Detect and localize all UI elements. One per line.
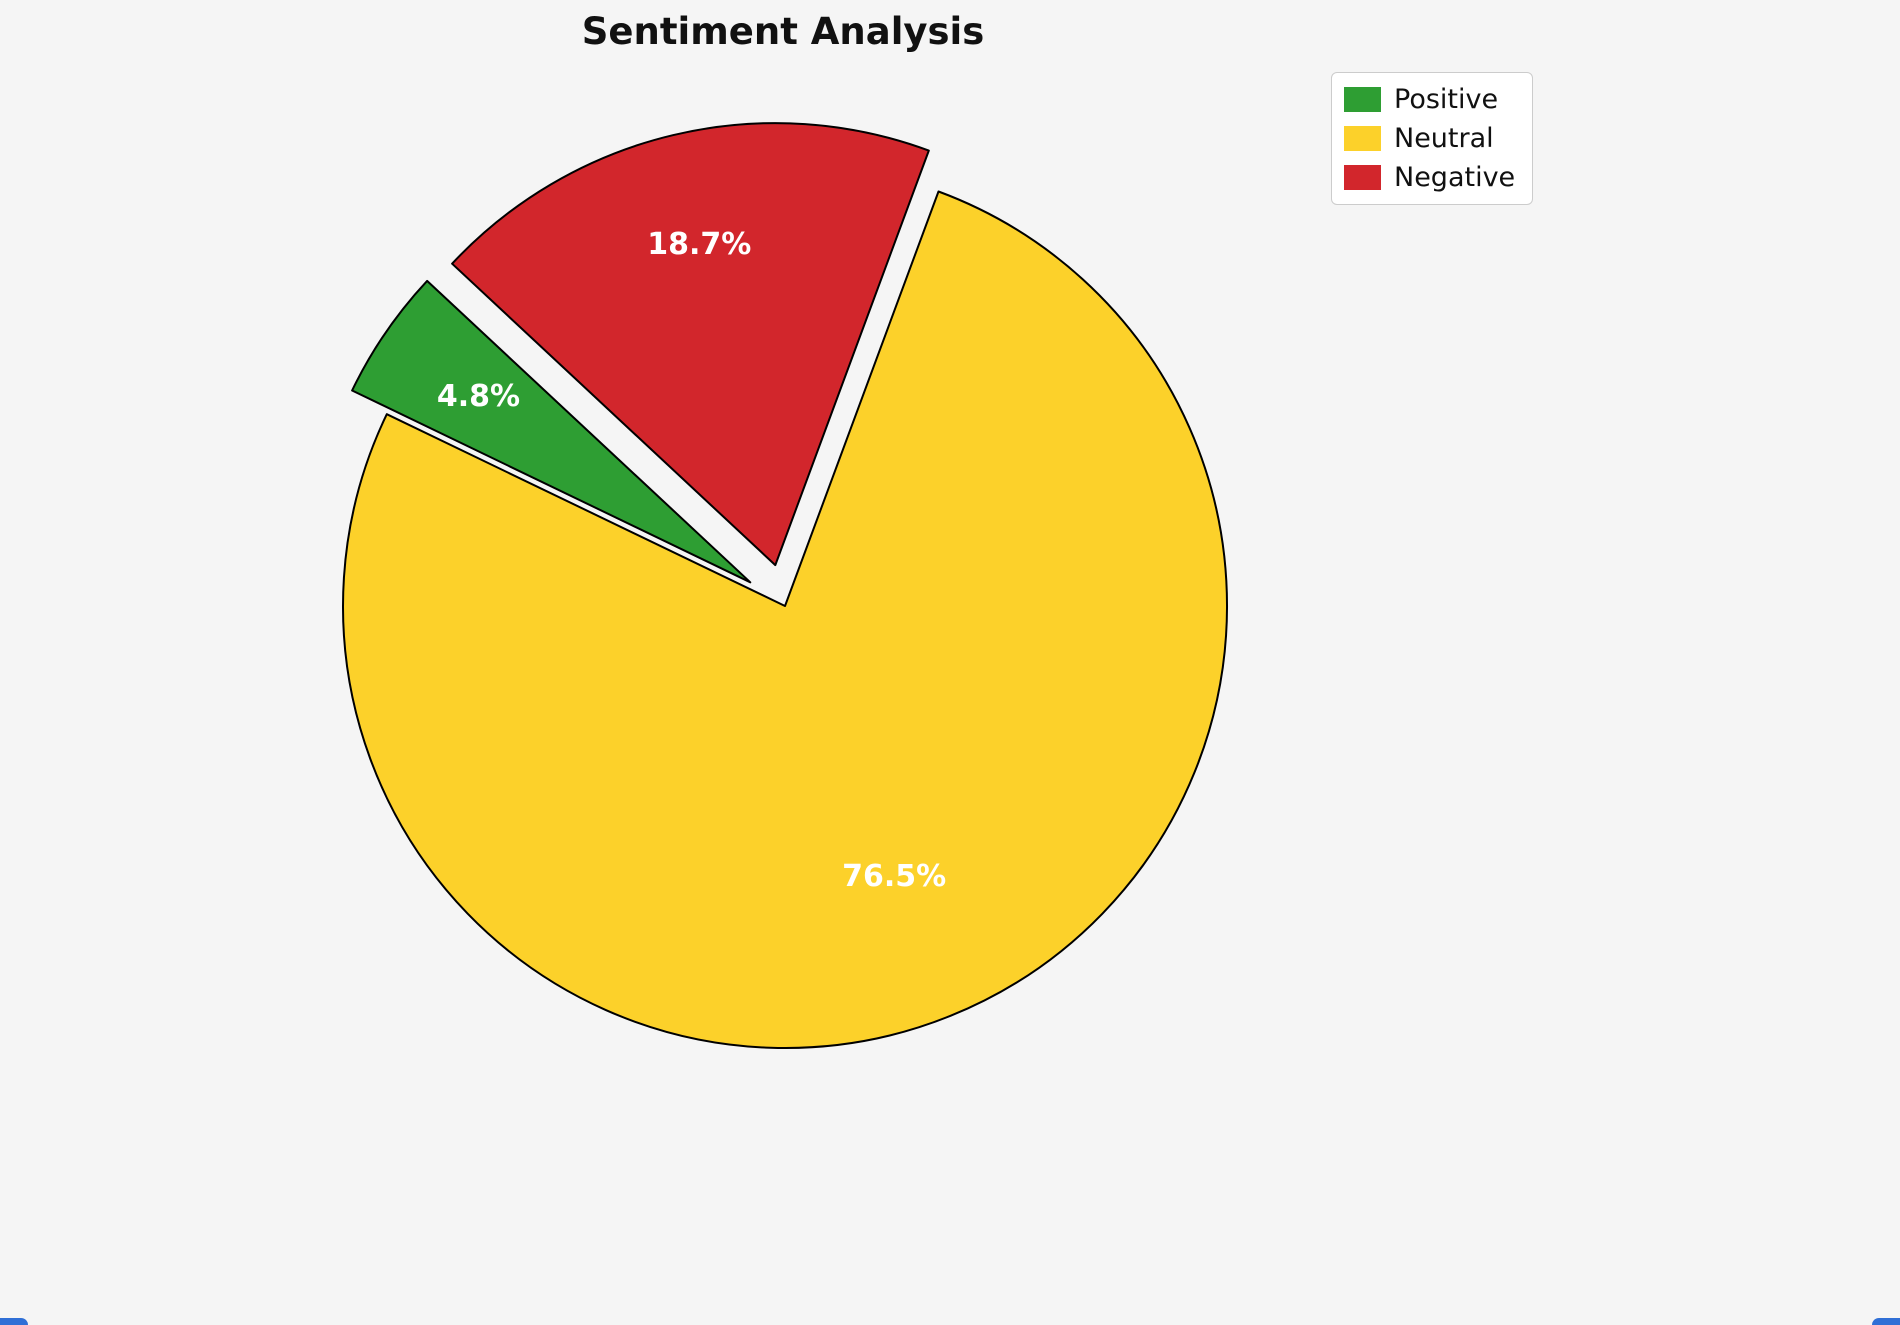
pie-slice-label-negative: 18.7%: [647, 227, 751, 262]
legend-swatch-neutral: [1344, 126, 1381, 151]
legend-item-positive: Positive: [1344, 83, 1520, 116]
pie-slice-label-positive: 4.8%: [437, 379, 520, 414]
legend-item-negative: Negative: [1344, 161, 1520, 194]
pie-slice-positive: [351, 279, 752, 584]
bottom-right-accent: [1872, 1318, 1900, 1325]
legend-label-neutral: Neutral: [1394, 123, 1494, 154]
pie-slice-negative: [451, 122, 930, 567]
chart-title: Sentiment Analysis: [581, 10, 985, 53]
legend: Positive Neutral Negative: [1331, 72, 1533, 205]
legend-swatch-negative: [1344, 165, 1381, 190]
pie-slice-label-neutral: 76.5%: [842, 859, 946, 894]
pie-chart: 4.8% 76.5% 18.7%: [342, 122, 1229, 1049]
bottom-left-accent: [0, 1318, 28, 1325]
legend-label-negative: Negative: [1394, 162, 1516, 193]
pie-slice-neutral: [342, 190, 1229, 1049]
legend-item-neutral: Neutral: [1344, 122, 1520, 155]
legend-label-positive: Positive: [1394, 84, 1499, 115]
legend-swatch-positive: [1344, 87, 1381, 112]
